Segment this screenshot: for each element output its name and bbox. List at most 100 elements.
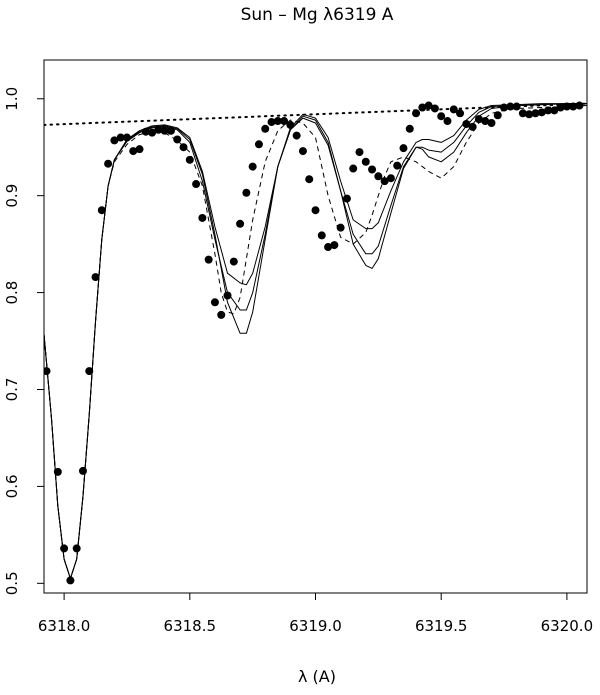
observed-point [424,101,433,110]
observed-point [562,102,571,111]
observed-point [474,115,483,124]
observed-point [78,466,87,475]
model-series-1 [44,103,587,579]
dashed-fit-line [44,105,587,581]
observed-point [361,157,370,166]
observed-point [550,106,559,115]
observed-point [97,206,106,215]
x-axis-label: λ (A) [298,667,336,686]
y-tick-label: 1.0 [3,87,21,111]
observed-point [280,117,289,126]
observed-point [135,145,144,154]
observed-point [481,117,490,126]
observed-point [468,122,477,131]
observed-point [267,118,276,127]
model-series-3 [44,103,587,579]
observed-point [229,257,238,266]
observed-point [412,109,421,118]
observed-point [336,223,345,232]
observed-point [374,172,383,181]
observed-point [556,103,565,112]
observed-point [493,111,502,120]
observed-point [418,103,427,112]
observed-point [204,255,213,264]
observed-point [311,206,320,215]
observed-point [248,162,257,171]
plot-area [44,101,587,585]
observed-point [53,467,62,476]
observed-point [544,106,553,115]
observed-point [217,310,226,319]
observed-point [330,241,339,250]
observed-point [104,159,113,168]
observed-point [110,136,119,145]
observed-point [569,102,578,111]
continuum-line [44,102,587,126]
observed-point [386,174,395,183]
observed-point [462,119,471,128]
observed-point [242,188,251,197]
observed-point [254,140,263,149]
x-tick-label: 6319.5 [415,617,468,635]
observed-point [44,367,51,376]
observed-point [393,161,402,170]
observed-point [122,133,131,142]
observed-point [166,126,175,135]
observed-point [525,110,534,119]
observed-point [512,102,521,111]
y-tick-label: 0.6 [3,474,21,498]
observed-point [430,104,439,113]
observed-point [72,544,81,553]
observed-point [129,147,138,156]
observed-point [154,125,163,134]
observed-point [380,177,389,186]
observed-point [537,108,546,117]
observed-point [148,128,157,137]
model-series-2 [44,103,587,579]
observed-point [487,118,496,127]
observed-point [298,147,307,156]
observed-point [286,120,295,129]
observed-point [198,213,207,222]
observed-point [518,109,527,118]
observed-point [456,109,465,118]
observed-point [66,576,75,585]
observed-point [324,243,333,252]
y-tick-label: 0.5 [3,571,21,595]
y-tick-label: 0.8 [3,281,21,305]
observed-point [531,109,540,118]
observed-point [355,148,364,157]
x-tick-label: 6318.5 [164,617,217,635]
observed-point [342,194,351,203]
observed-point [60,544,69,553]
observed-point [349,164,358,173]
observed-point [399,144,408,153]
observed-point [506,102,515,111]
observed-point [443,117,452,126]
observed-point [160,126,169,135]
observed-point [500,103,509,112]
y-tick-label: 0.9 [3,184,21,208]
observed-point [173,135,182,144]
observed-point [292,131,301,140]
x-tick-label: 6320.0 [541,617,594,635]
x-tick-label: 6318.0 [38,617,91,635]
y-axis: 0.5 0.6 0.7 0.8 0.9 1.0 [3,87,44,595]
observed-point [575,101,584,110]
observed-point [85,367,94,376]
observed-point [437,112,446,121]
observed-point [273,117,282,126]
observed-point [305,175,314,184]
observed-point [179,143,188,152]
chart-title: Sun – Mg λ6319 A [241,5,394,25]
observed-point [141,127,150,136]
observed-point [210,298,219,307]
y-tick-label: 0.7 [3,378,21,402]
observed-point [317,231,326,240]
observed-point [449,105,458,114]
observed-point [192,180,201,189]
x-axis: 6318.0 6318.5 6319.0 6319.5 6320.0 [38,593,593,635]
observed-point [368,165,377,174]
